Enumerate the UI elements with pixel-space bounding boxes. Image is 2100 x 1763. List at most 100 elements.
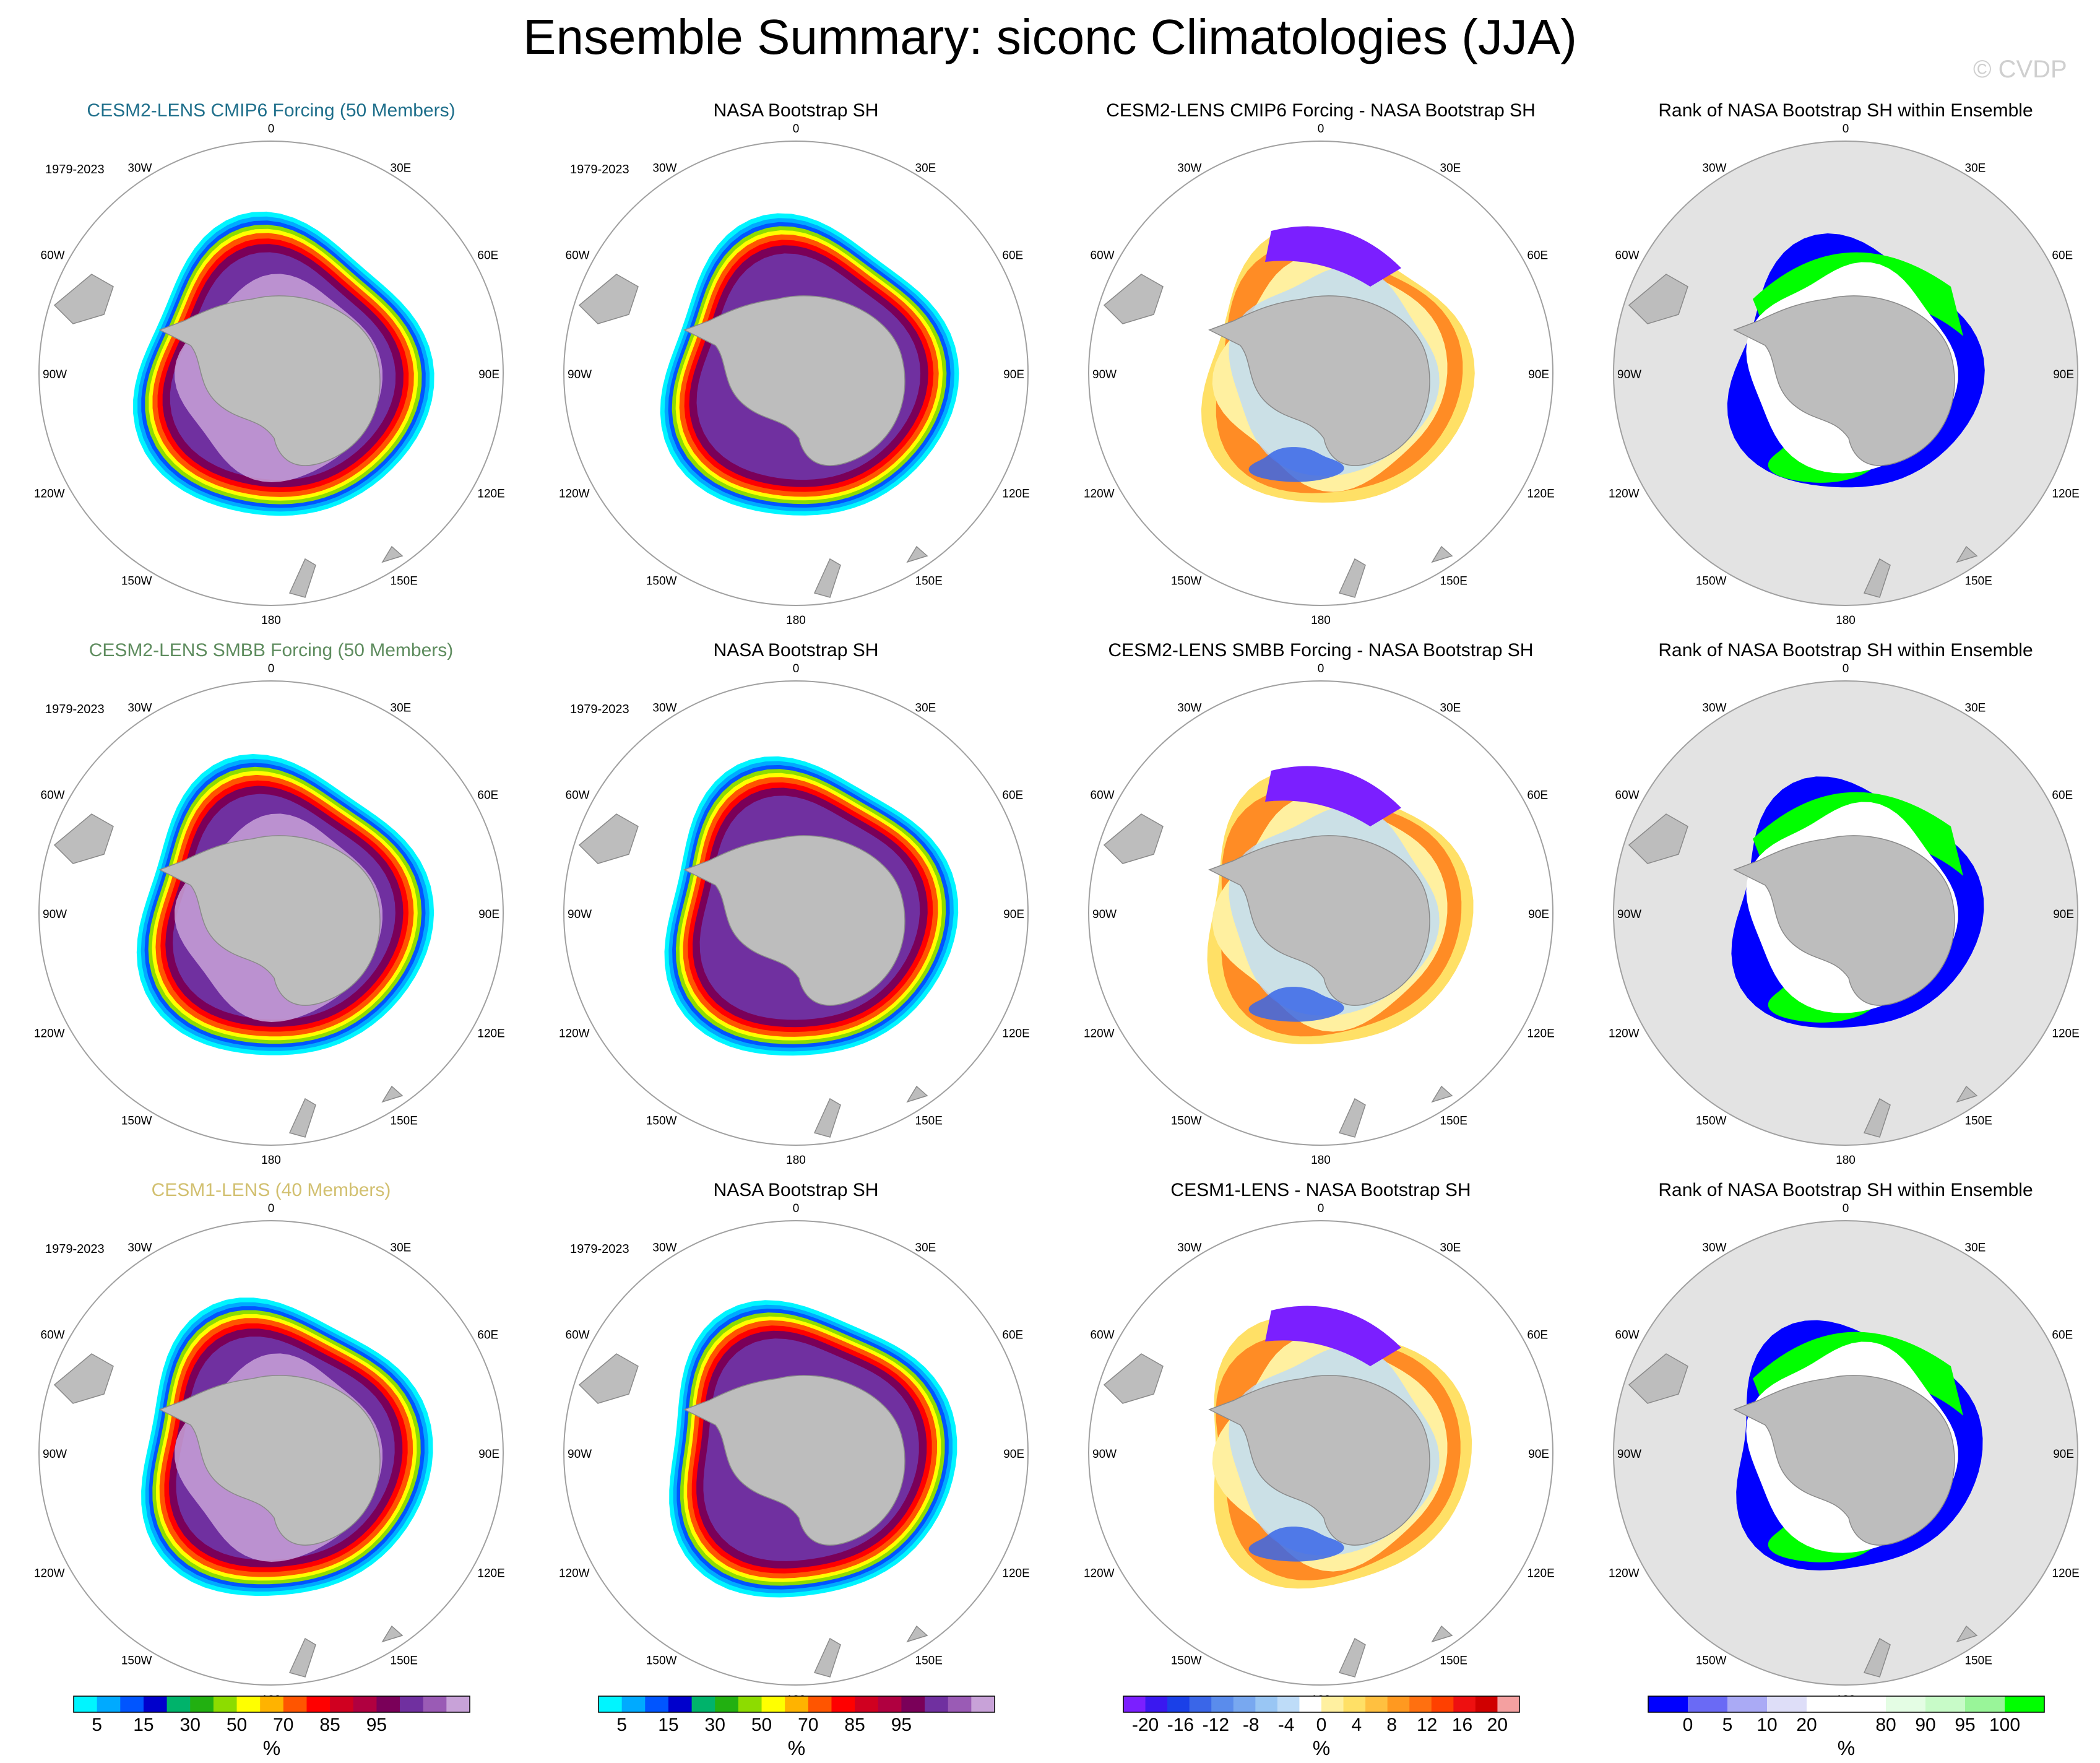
longitude-label: 150W xyxy=(121,1114,152,1127)
colorbar-tick-label: 70 xyxy=(798,1715,819,1735)
longitude-label: 120E xyxy=(1527,1028,1554,1041)
colorbar-swatch xyxy=(400,1696,424,1712)
longitude-label: 60W xyxy=(566,789,590,802)
colorbar-tick-label: 80 xyxy=(1875,1715,1896,1735)
longitude-label: 150E xyxy=(391,574,418,587)
longitude-label: 120E xyxy=(1002,1028,1029,1041)
colorbar-swatch xyxy=(1145,1696,1168,1712)
colorbar-swatch xyxy=(785,1696,809,1712)
colorbar-tick-label: -20 xyxy=(1131,1715,1159,1735)
colorbar-tick-label: 20 xyxy=(1796,1715,1817,1735)
panel-title: Rank of NASA Bootstrap SH within Ensembl… xyxy=(1658,1180,2033,1200)
panel-title: CESM2-LENS SMBB Forcing - NASA Bootstrap… xyxy=(1108,640,1534,661)
period-label: 1979-2023 xyxy=(45,703,105,716)
longitude-label: 150E xyxy=(1440,1654,1467,1667)
colorbar-swatch xyxy=(1365,1696,1388,1712)
colorbar-swatch xyxy=(213,1696,238,1712)
colorbar-swatch xyxy=(971,1696,995,1712)
colorbar-swatch xyxy=(621,1696,646,1712)
longitude-label: 90E xyxy=(2053,908,2074,921)
longitude-label: 60W xyxy=(41,249,65,262)
colorbar-swatch xyxy=(1343,1696,1366,1712)
longitude-label: 60E xyxy=(1527,1329,1548,1342)
colorbar-tick-label: 5 xyxy=(92,1715,102,1735)
longitude-label: 180 xyxy=(786,1154,806,1167)
longitude-label: 150E xyxy=(1440,574,1467,587)
colorbar-swatch xyxy=(1846,1696,1886,1712)
longitude-label: 120E xyxy=(477,1567,504,1580)
colorbar-swatch xyxy=(330,1696,354,1712)
longitude-label: 60W xyxy=(1615,1329,1640,1342)
longitude-label: 180 xyxy=(1311,614,1331,627)
colorbar-tick-label: -4 xyxy=(1277,1715,1295,1735)
colorbar-swatch xyxy=(143,1696,168,1712)
period-label: 1979-2023 xyxy=(45,163,105,176)
colorbar-tick-label: 95 xyxy=(891,1715,912,1735)
colorbar-swatch xyxy=(715,1696,739,1712)
colorbar-tick-label: 15 xyxy=(658,1715,679,1735)
colorbar-swatch xyxy=(598,1696,623,1712)
period-label: 1979-2023 xyxy=(570,163,629,176)
longitude-label: 30W xyxy=(127,1242,152,1255)
longitude-label: 30W xyxy=(1177,1242,1201,1255)
panel-title: NASA Bootstrap SH xyxy=(713,1180,879,1200)
longitude-label: 30E xyxy=(1965,1242,1986,1255)
colorbar-tick-label: -8 xyxy=(1242,1715,1260,1735)
longitude-label: 60E xyxy=(1527,789,1548,802)
longitude-label: 60E xyxy=(2052,1329,2073,1342)
longitude-label: 180 xyxy=(261,1154,281,1167)
longitude-label: 60E xyxy=(477,789,498,802)
longitude-label: 30E xyxy=(915,1242,936,1255)
longitude-label: 60W xyxy=(1091,249,1115,262)
colorbar-swatch xyxy=(948,1696,972,1712)
colorbar-tick-label: 15 xyxy=(133,1715,154,1735)
panel-title: NASA Bootstrap SH xyxy=(713,100,879,121)
colorbar-swatch xyxy=(1299,1696,1322,1712)
longitude-label: 90W xyxy=(1617,908,1641,921)
longitude-label: 180 xyxy=(786,614,806,627)
longitude-label: 90W xyxy=(43,1448,67,1461)
longitude-label: 0 xyxy=(1843,662,1849,675)
colorbar-swatch xyxy=(738,1696,763,1712)
panel-title: CESM2-LENS CMIP6 Forcing (50 Members) xyxy=(87,100,456,121)
longitude-label: 60E xyxy=(2052,249,2073,262)
colorbar-tick-label: 5 xyxy=(1722,1715,1733,1735)
panel-title: Rank of NASA Bootstrap SH within Ensembl… xyxy=(1658,640,2033,661)
colorbar-swatch xyxy=(1233,1696,1256,1712)
colorbar-unit: % xyxy=(1312,1737,1331,1759)
colorbar-tick-label: 4 xyxy=(1351,1715,1362,1735)
longitude-label: 90W xyxy=(1617,368,1641,381)
longitude-label: 60E xyxy=(1002,249,1023,262)
longitude-label: 150E xyxy=(915,1114,943,1127)
polar-map: 0 30E 60E 90E 120E 150E 180 150W 120W 90W 60W 30W 19… xyxy=(559,662,1030,1167)
colorbar-swatch xyxy=(691,1696,715,1712)
longitude-label: 30E xyxy=(391,1242,412,1255)
longitude-label: 150W xyxy=(1171,1654,1202,1667)
longitude-label: 30E xyxy=(1440,162,1461,175)
longitude-label: 120W xyxy=(1609,1567,1640,1580)
colorbar-tick-label: 85 xyxy=(844,1715,865,1735)
longitude-label: 120W xyxy=(34,488,65,501)
colorbar-tick-label: 95 xyxy=(366,1715,387,1735)
longitude-label: 30W xyxy=(1177,702,1201,715)
longitude-label: 60W xyxy=(1615,249,1640,262)
colorbar-swatch xyxy=(1453,1696,1476,1712)
longitude-label: 90E xyxy=(1003,1448,1024,1461)
longitude-label: 120E xyxy=(477,488,504,501)
colorbar-swatch xyxy=(353,1696,377,1712)
longitude-label: 90W xyxy=(1617,1448,1641,1461)
colorbar-swatch xyxy=(1886,1696,1926,1712)
longitude-label: 30W xyxy=(127,702,152,715)
longitude-label: 150W xyxy=(646,574,677,587)
period-label: 1979-2023 xyxy=(570,703,629,716)
colorbar-swatch xyxy=(1123,1696,1146,1712)
colorbar-tick-label: 90 xyxy=(1915,1715,1936,1735)
longitude-label: 0 xyxy=(268,1202,275,1215)
longitude-label: 0 xyxy=(1843,1202,1849,1215)
longitude-label: 0 xyxy=(793,662,800,675)
longitude-label: 30W xyxy=(1702,162,1726,175)
